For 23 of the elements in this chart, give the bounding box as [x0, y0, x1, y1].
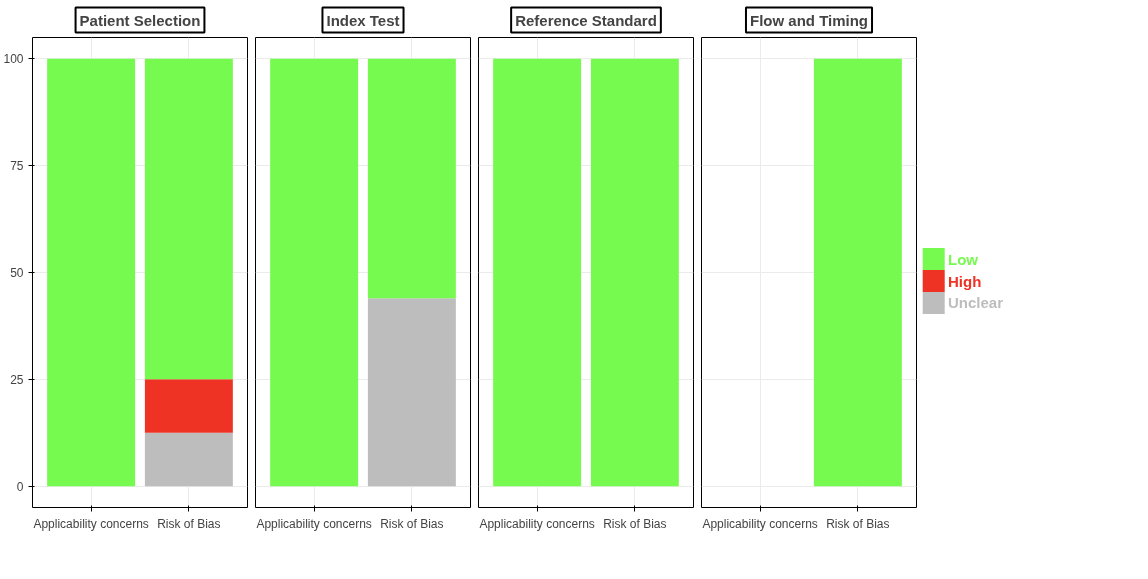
y-tick-label: 75: [10, 159, 24, 174]
bar: [144, 432, 233, 487]
x-tick-label: Risk of Bias: [603, 516, 667, 531]
legend-label: Low: [948, 250, 979, 268]
legend-label: High: [948, 272, 982, 290]
y-tick-label: 100: [3, 52, 24, 67]
x-tick-label: Risk of Bias: [380, 516, 444, 531]
chart-title: Patient Selection: [79, 11, 201, 29]
bar: [144, 379, 233, 433]
y-tick-label: 0: [16, 479, 24, 494]
y-tick-label: 25: [10, 372, 24, 387]
x-tick-label: Applicability concerns: [33, 516, 149, 531]
y-tick-label: 50: [10, 266, 24, 280]
legend-label: Unclear: [948, 294, 1004, 312]
chart-title: Reference Standard: [515, 11, 657, 29]
chart-title: Index Test: [326, 11, 400, 29]
x-tick-label: Risk of Bias: [157, 516, 221, 531]
chart-title: Flow and Timing: [749, 11, 869, 29]
bar: [144, 58, 233, 380]
x-tick-label: Applicability concerns: [479, 516, 595, 531]
x-tick-label: Risk of Bias: [826, 516, 890, 531]
x-tick-label: Applicability concerns: [256, 516, 372, 531]
x-tick-label: Applicability concerns: [702, 516, 818, 531]
